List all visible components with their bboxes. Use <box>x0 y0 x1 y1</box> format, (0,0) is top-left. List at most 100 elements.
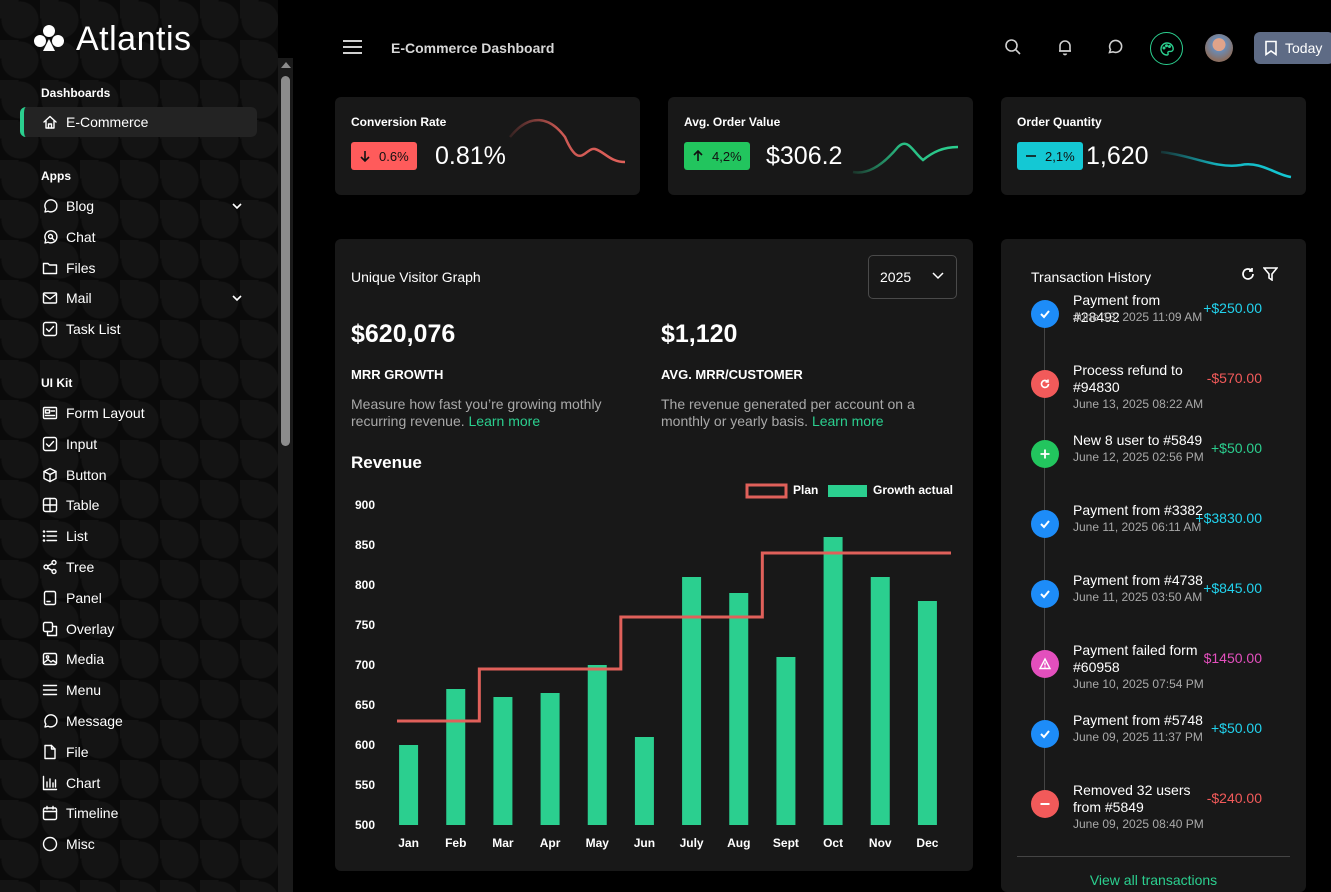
revenue-bar-sept[interactable] <box>776 657 796 825</box>
file-icon <box>44 744 56 760</box>
sidebar-item-label: Task List <box>66 321 121 337</box>
avg-mrr-learn-more-link[interactable]: Learn more <box>811 413 884 429</box>
timeline-line <box>1044 313 1045 807</box>
revenue-bar-mar[interactable] <box>493 697 513 825</box>
sidebar-item-table[interactable]: Table <box>20 490 257 520</box>
revenue-bar-aug[interactable] <box>729 593 749 825</box>
transaction-history-card: Transaction History Payment from #28492 … <box>1001 239 1306 892</box>
calendar-icon <box>42 805 58 821</box>
sidebar-item-label: Form Layout <box>66 405 145 421</box>
plan-line <box>397 551 951 723</box>
sidebar-item-chat[interactable]: Chat <box>20 222 257 252</box>
view-all-transactions-link[interactable]: View all transactions <box>1089 872 1218 888</box>
revenue-bar-nov[interactable] <box>870 577 890 825</box>
transaction-date: June 09, 2025 08:40 PM <box>1073 817 1204 831</box>
legend-plan-label[interactable]: Plan <box>793 483 818 497</box>
revenue-chart-title: Revenue <box>351 453 422 472</box>
avg-mrr-description: The revenue generated per account on a m… <box>661 396 931 430</box>
transaction-label: Payment from #4738 <box>1073 572 1203 588</box>
unique-visitor-card: Unique Visitor Graph 2025 $620,076 MRR G… <box>335 239 973 871</box>
menu-toggle-icon[interactable] <box>343 40 362 54</box>
transaction-label: Payment failed form #60958 <box>1073 642 1198 675</box>
sidebar-item-tree[interactable]: Tree <box>20 552 257 582</box>
sidebar-item-list[interactable]: List <box>20 521 257 551</box>
home-icon <box>43 115 57 129</box>
transaction-date: June 13, 2025 08:22 AM <box>1073 397 1204 411</box>
sidebar-item-chart[interactable]: Chart <box>20 768 257 798</box>
transaction-date: June 11, 2025 03:50 AM <box>1073 590 1203 604</box>
sidebar-item-task-list[interactable]: Task List <box>20 314 257 344</box>
sidebar-item-media[interactable]: Media <box>20 644 257 674</box>
today-button[interactable]: Today <box>1254 32 1331 64</box>
revenue-bar-dec[interactable] <box>917 601 937 825</box>
plus-icon <box>1040 449 1050 459</box>
sparkline <box>509 118 626 164</box>
theme-palette-button[interactable] <box>1150 32 1183 65</box>
transaction-status-dot <box>1031 370 1059 398</box>
transaction-amount: +$845.00 <box>1203 580 1262 596</box>
trend-up-icon <box>693 150 703 161</box>
revenue-bar-jan[interactable] <box>399 745 419 825</box>
sidebar-item-label: Button <box>66 467 107 483</box>
user-avatar[interactable] <box>1205 34 1233 62</box>
revenue-bar-july[interactable] <box>682 577 702 825</box>
sidebar-item-overlay[interactable]: Overlay <box>20 614 257 644</box>
avg-mrr-value: $1,120 <box>661 320 738 348</box>
revenue-bar-oct[interactable] <box>823 537 843 825</box>
stat-change-value: 4,2% <box>712 148 742 164</box>
filter-icon[interactable] <box>1263 267 1278 281</box>
mrr-growth-learn-more-link[interactable]: Learn more <box>468 413 541 429</box>
revenue-bar-may[interactable] <box>587 665 607 825</box>
sidebar-item-button[interactable]: Button <box>20 460 257 490</box>
sidebar-item-label: Table <box>66 497 100 513</box>
legend-growth-label[interactable]: Growth actual <box>873 483 953 497</box>
sidebar-item-blog[interactable]: Blog <box>20 191 257 221</box>
year-select[interactable]: 2025 <box>868 255 957 299</box>
check-icon <box>1040 310 1050 319</box>
share-icon <box>43 559 57 575</box>
sidebar-item-panel[interactable]: Panel <box>20 583 257 613</box>
sidebar-item-files[interactable]: Files <box>20 253 257 283</box>
x-tick-label: Apr <box>540 836 561 850</box>
y-tick-label: 750 <box>355 618 375 632</box>
trend-down-icon <box>360 151 370 162</box>
revenue-bar-feb[interactable] <box>446 689 466 825</box>
y-tick-label: 850 <box>355 538 375 552</box>
app-logo[interactable]: Atlantis <box>32 20 192 59</box>
scroll-up-arrow-icon[interactable] <box>281 62 291 68</box>
sidebar-item-misc[interactable]: Misc <box>20 829 257 859</box>
legend-growth-swatch[interactable] <box>828 485 867 497</box>
sidebar-item-form-layout[interactable]: Form Layout <box>20 398 257 428</box>
page-title: E-Commerce Dashboard <box>391 40 555 56</box>
transaction-label: Process refund to #94830 <box>1073 362 1183 395</box>
sidebar-item-timeline[interactable]: Timeline <box>20 798 257 828</box>
search-icon[interactable] <box>1004 38 1022 56</box>
sidebar-scroll-thumb[interactable] <box>281 76 290 446</box>
x-tick-label: Feb <box>445 836 466 850</box>
chevron-down-icon[interactable] <box>231 200 243 212</box>
trend-flat-icon <box>1026 155 1036 157</box>
sidebar-item-input[interactable]: Input <box>20 429 257 459</box>
divider <box>1017 856 1290 857</box>
bell-icon[interactable] <box>1056 38 1074 56</box>
sparkline <box>852 142 959 174</box>
revenue-bar-apr[interactable] <box>540 693 560 825</box>
sidebar-item-label: Blog <box>66 198 95 214</box>
sidebar-item-mail[interactable]: Mail <box>20 283 257 313</box>
sidebar-item-message[interactable]: Message <box>20 706 257 736</box>
chat-icon[interactable] <box>1106 38 1124 56</box>
refresh-icon[interactable] <box>1241 267 1255 281</box>
revenue-bar-jun[interactable] <box>634 737 654 825</box>
sidebar-item-label: Chart <box>66 775 101 791</box>
chevron-down-icon[interactable] <box>231 292 243 304</box>
sidebar-item-file[interactable]: File <box>20 737 257 767</box>
transaction-status-dot <box>1031 650 1059 678</box>
sidebar-item-menu[interactable]: Menu <box>20 675 257 705</box>
transaction-amount: $1450.00 <box>1203 650 1262 666</box>
x-tick-label: Jan <box>398 836 419 850</box>
legend-plan-swatch[interactable] <box>745 483 788 499</box>
sidebar-item-e-commerce[interactable]: E-Commerce <box>20 107 257 137</box>
sidebar-item-label: Media <box>66 651 105 667</box>
sparkline <box>1160 150 1292 179</box>
bookmark-icon <box>1265 40 1277 56</box>
